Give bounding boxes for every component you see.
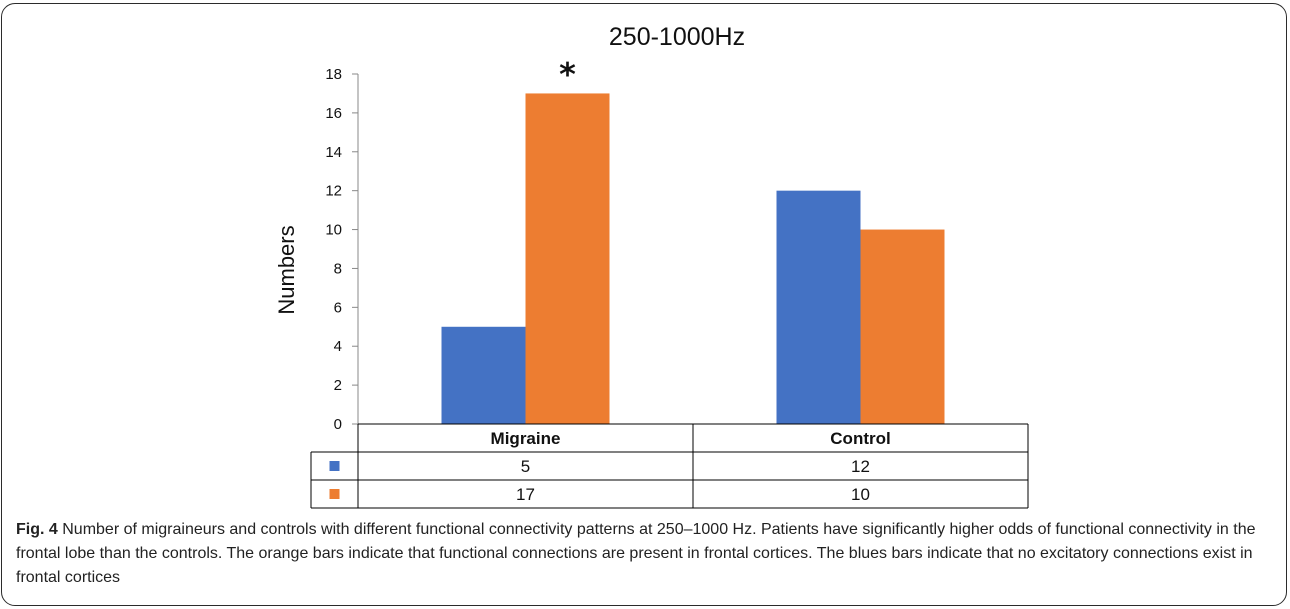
figure-caption: Fig. 4 Number of migraineurs and control… bbox=[16, 518, 1278, 590]
bar-series-2-control bbox=[860, 229, 945, 424]
y-tick-label: 18 bbox=[325, 66, 342, 83]
legend-swatch-series-1 bbox=[329, 461, 340, 471]
y-tick-label: 2 bbox=[334, 377, 342, 394]
bar-series-1-control bbox=[776, 190, 861, 424]
y-axis: 0 2 4 6 8 10 12 14 16 18 bbox=[325, 66, 359, 433]
category-label-migraine: Migraine bbox=[491, 429, 561, 448]
y-tick-label: 6 bbox=[334, 299, 342, 316]
table-value: 5 bbox=[521, 457, 530, 476]
y-tick-label: 8 bbox=[334, 260, 342, 277]
y-tick-label: 12 bbox=[325, 183, 342, 200]
significance-marker: * bbox=[559, 55, 576, 93]
table-value: 12 bbox=[851, 457, 870, 476]
figure-frame bbox=[1, 3, 1287, 606]
table-value: 10 bbox=[851, 485, 870, 504]
y-tick-label: 0 bbox=[334, 416, 342, 433]
category-label-control: Control bbox=[830, 429, 890, 448]
bar-chart: 250-1000Hz Numbers 0 2 4 6 8 10 12 14 16 18 * Mig… bbox=[274, 23, 1029, 509]
bar-series-2-migraine bbox=[525, 93, 610, 424]
y-tick-label: 16 bbox=[325, 105, 342, 122]
y-axis-label: Numbers bbox=[274, 225, 299, 314]
data-table: Migraine Control 5 12 17 10 bbox=[310, 423, 1029, 509]
table-value: 17 bbox=[516, 485, 535, 504]
annotations: * bbox=[559, 55, 576, 93]
y-tick-label: 10 bbox=[325, 222, 342, 239]
legend-swatch-series-2 bbox=[329, 489, 340, 499]
chart-title: 250-1000Hz bbox=[609, 23, 745, 51]
y-tick-label: 14 bbox=[325, 144, 342, 161]
caption-text: Number of migraineurs and controls with … bbox=[16, 521, 1256, 586]
bar-series-1-migraine bbox=[441, 326, 526, 424]
y-tick-label: 4 bbox=[334, 338, 342, 355]
bars bbox=[441, 93, 945, 424]
caption-label: Fig. 4 bbox=[16, 521, 58, 538]
